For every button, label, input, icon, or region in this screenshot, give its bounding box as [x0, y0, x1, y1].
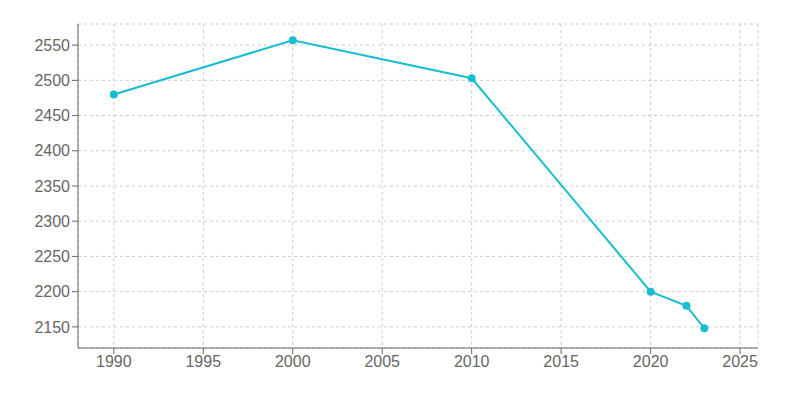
- svg-text:2500: 2500: [34, 72, 70, 89]
- svg-text:2550: 2550: [34, 37, 70, 54]
- svg-text:2350: 2350: [34, 178, 70, 195]
- svg-text:2015: 2015: [543, 353, 579, 370]
- svg-text:2020: 2020: [633, 353, 669, 370]
- svg-text:2300: 2300: [34, 213, 70, 230]
- svg-text:2150: 2150: [34, 319, 70, 336]
- svg-text:2000: 2000: [275, 353, 311, 370]
- svg-text:2005: 2005: [364, 353, 400, 370]
- svg-text:1995: 1995: [185, 353, 221, 370]
- svg-text:2400: 2400: [34, 142, 70, 159]
- svg-text:2200: 2200: [34, 283, 70, 300]
- svg-text:2450: 2450: [34, 107, 70, 124]
- svg-text:2250: 2250: [34, 248, 70, 265]
- svg-text:2025: 2025: [722, 353, 758, 370]
- svg-text:2010: 2010: [454, 353, 490, 370]
- svg-text:1990: 1990: [96, 353, 132, 370]
